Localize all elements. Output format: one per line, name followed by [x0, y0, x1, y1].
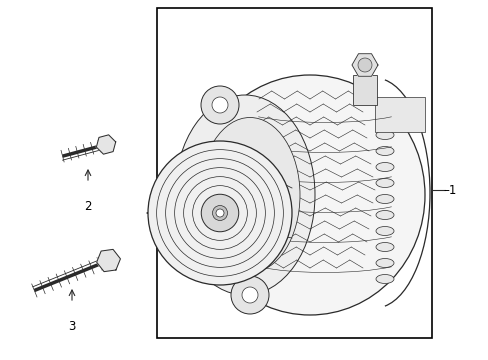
Polygon shape [97, 249, 120, 272]
Ellipse shape [201, 194, 238, 232]
Ellipse shape [375, 226, 393, 235]
Ellipse shape [375, 211, 393, 220]
Ellipse shape [212, 97, 227, 113]
Ellipse shape [148, 141, 291, 285]
Ellipse shape [357, 58, 371, 72]
Ellipse shape [375, 99, 393, 108]
Ellipse shape [216, 209, 224, 217]
Polygon shape [96, 135, 116, 154]
Text: 3: 3 [68, 320, 76, 333]
Ellipse shape [212, 206, 227, 220]
Ellipse shape [375, 179, 393, 188]
Bar [374, 97, 424, 132]
Ellipse shape [200, 117, 299, 273]
Text: 2: 2 [84, 200, 92, 213]
Ellipse shape [375, 258, 393, 267]
Ellipse shape [375, 130, 393, 139]
Bar [352, 75, 376, 105]
Ellipse shape [201, 86, 239, 124]
Ellipse shape [195, 75, 424, 315]
Bar [157, 8, 431, 338]
Ellipse shape [242, 287, 258, 303]
Ellipse shape [375, 194, 393, 203]
Polygon shape [351, 54, 377, 76]
Text: 4: 4 [159, 207, 167, 220]
Ellipse shape [375, 162, 393, 171]
Ellipse shape [230, 276, 268, 314]
Ellipse shape [175, 95, 314, 295]
Ellipse shape [375, 114, 393, 123]
Text: –1: –1 [442, 184, 455, 197]
Ellipse shape [375, 243, 393, 252]
Ellipse shape [375, 147, 393, 156]
Ellipse shape [375, 274, 393, 284]
